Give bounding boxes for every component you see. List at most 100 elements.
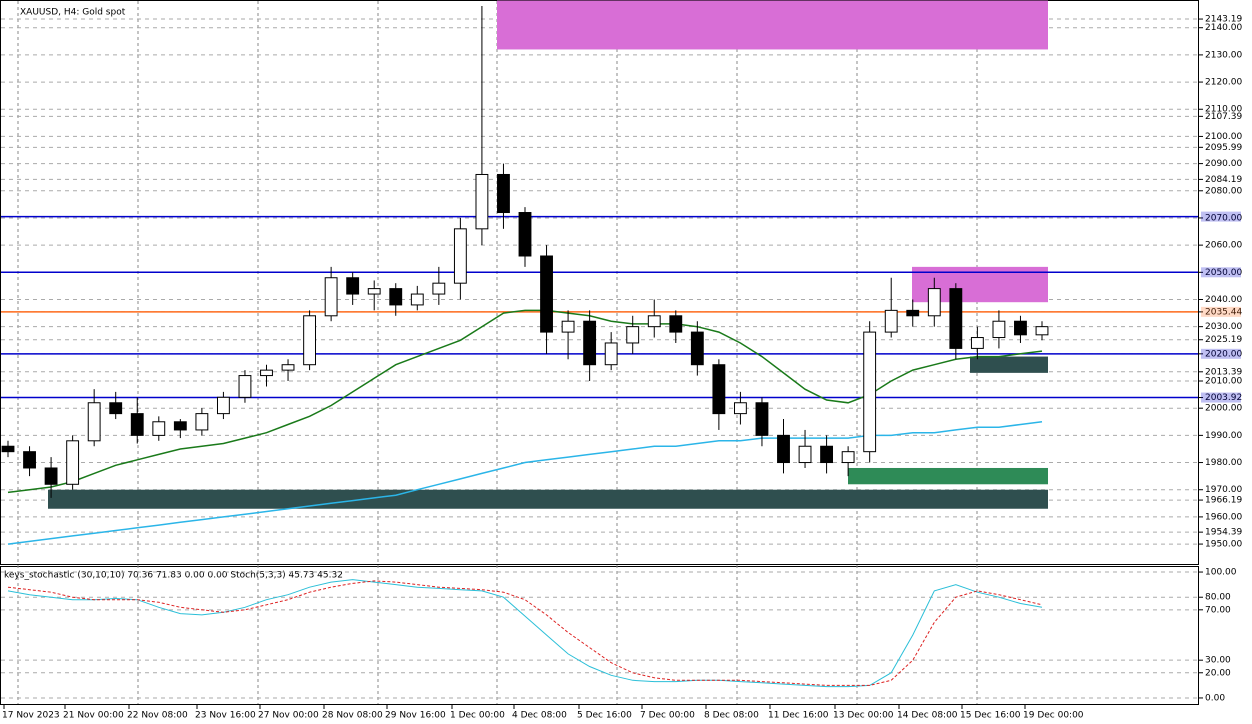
candle-body bbox=[410, 293, 424, 306]
zone bbox=[848, 467, 1048, 485]
candle-body bbox=[216, 396, 230, 415]
candle-body bbox=[733, 402, 747, 415]
x-tick-label: 11 Dec 16:00 bbox=[768, 711, 829, 721]
x-tick-label: 1 Dec 00:00 bbox=[450, 711, 505, 721]
candle-body bbox=[66, 440, 80, 485]
candle-body bbox=[152, 421, 166, 436]
y-tick-label: 1990.00 bbox=[1205, 431, 1242, 441]
y-tick-label: 0.00 bbox=[1205, 693, 1225, 703]
candle-body bbox=[260, 369, 273, 377]
y-tick-label: 2060.00 bbox=[1205, 241, 1242, 251]
y-tick-label: 2130.00 bbox=[1205, 50, 1242, 60]
y-tick-label: 2035.44 bbox=[1205, 307, 1242, 317]
zone bbox=[497, 0, 1048, 50]
indicator-title: keys_stochastic (30,10,10) 70.36 71.83 0… bbox=[4, 571, 343, 581]
x-tick-label: 19 Dec 00:00 bbox=[1023, 711, 1084, 721]
candle-body bbox=[992, 320, 1006, 339]
candle-body bbox=[798, 445, 812, 464]
y-tick-label: 1980.00 bbox=[1205, 458, 1242, 468]
candle-body bbox=[453, 228, 467, 284]
y-tick-label: 2107.39 bbox=[1205, 112, 1242, 122]
main-frame bbox=[0, 0, 1199, 565]
candle-body bbox=[927, 288, 941, 317]
candle-body bbox=[863, 331, 877, 453]
stochastic-line bbox=[7, 580, 1043, 686]
candle-body bbox=[109, 402, 123, 415]
candle-body bbox=[949, 288, 963, 349]
candle-body bbox=[497, 173, 510, 214]
candle-body bbox=[367, 288, 381, 295]
y-tick-label: 70.00 bbox=[1205, 605, 1231, 615]
x-tick-label: 22 Nov 08:00 bbox=[127, 711, 188, 721]
candle-body bbox=[475, 173, 489, 230]
y-tick-label: 2030.00 bbox=[1205, 322, 1242, 332]
x-tick-label: 8 Dec 08:00 bbox=[704, 711, 759, 721]
candle-body bbox=[130, 413, 144, 436]
candle-body bbox=[777, 434, 790, 464]
y-tick-label: 2143.19 bbox=[1205, 15, 1242, 25]
candle-body bbox=[626, 326, 640, 344]
y-tick-label: 1954.39 bbox=[1205, 528, 1242, 538]
x-tick-label: 4 Dec 08:00 bbox=[512, 711, 567, 721]
candle-body bbox=[604, 342, 618, 366]
y-tick-label: 2095.99 bbox=[1205, 143, 1242, 153]
candle-body bbox=[238, 375, 252, 398]
x-tick-label: 21 Nov 00:00 bbox=[63, 711, 124, 721]
candle-body bbox=[820, 445, 834, 464]
x-tick-label: 7 Dec 00:00 bbox=[640, 711, 695, 721]
y-tick-label: 30.00 bbox=[1205, 656, 1231, 666]
candle-body bbox=[561, 320, 575, 333]
y-tick-label: 2040.00 bbox=[1205, 295, 1242, 305]
candle-body bbox=[583, 320, 597, 366]
candle-body bbox=[755, 402, 769, 436]
y-tick-label: 2120.00 bbox=[1205, 78, 1242, 88]
candle-body bbox=[389, 288, 403, 306]
x-tick-label: 15 Dec 16:00 bbox=[960, 711, 1021, 721]
candle-body bbox=[518, 212, 532, 257]
y-tick-label: 2010.00 bbox=[1205, 377, 1242, 387]
candle-body bbox=[906, 309, 920, 317]
chart-title: XAUUSD, H4: Gold spot bbox=[20, 8, 126, 18]
candle-body bbox=[1035, 326, 1049, 336]
x-tick-label: 14 Dec 08:00 bbox=[897, 711, 958, 721]
y-tick-label: 1966.19 bbox=[1205, 496, 1242, 506]
level-marker bbox=[1201, 267, 1241, 278]
candle-body bbox=[690, 331, 704, 366]
y-tick-label: 2003.92 bbox=[1205, 393, 1242, 403]
x-tick-label: 23 Nov 16:00 bbox=[195, 711, 256, 721]
candle-body bbox=[87, 402, 101, 442]
candle-body bbox=[647, 315, 661, 328]
level-marker bbox=[1201, 211, 1241, 222]
x-tick-label: 28 Nov 08:00 bbox=[322, 711, 383, 721]
x-tick-label: 5 Dec 16:00 bbox=[577, 711, 632, 721]
candle-body bbox=[303, 315, 317, 366]
y-tick-label: 2084.19 bbox=[1205, 175, 1242, 185]
y-tick-label: 100.00 bbox=[1205, 568, 1237, 578]
x-tick-label: 27 Nov 00:00 bbox=[258, 711, 319, 721]
candle-body bbox=[1014, 320, 1027, 336]
y-tick-label: 1950.00 bbox=[1205, 540, 1242, 550]
y-tick-label: 2013.39 bbox=[1205, 367, 1242, 377]
y-tick-label: 2140.00 bbox=[1205, 23, 1242, 33]
candle-body bbox=[712, 364, 726, 415]
candle-body bbox=[195, 413, 209, 431]
y-tick-label: 2100.00 bbox=[1205, 132, 1242, 142]
candle-body bbox=[44, 467, 58, 485]
y-tick-label: 2110.00 bbox=[1205, 105, 1242, 115]
zone bbox=[48, 489, 1048, 509]
sub-frame bbox=[0, 566, 1199, 705]
y-tick-label: 2070.00 bbox=[1205, 213, 1242, 223]
y-tick-label: 2080.00 bbox=[1205, 186, 1242, 196]
candle-body bbox=[173, 421, 187, 431]
y-tick-label: 2090.00 bbox=[1205, 159, 1242, 169]
y-tick-label: 1970.00 bbox=[1205, 485, 1242, 495]
candle-body bbox=[346, 277, 360, 295]
candle-body bbox=[324, 277, 338, 317]
y-tick-label: 1960.00 bbox=[1205, 512, 1242, 522]
x-tick-label: 29 Nov 16:00 bbox=[385, 711, 446, 721]
level-marker bbox=[1201, 306, 1241, 317]
candle-body bbox=[23, 451, 36, 469]
y-tick-label: 2020.00 bbox=[1205, 349, 1242, 359]
